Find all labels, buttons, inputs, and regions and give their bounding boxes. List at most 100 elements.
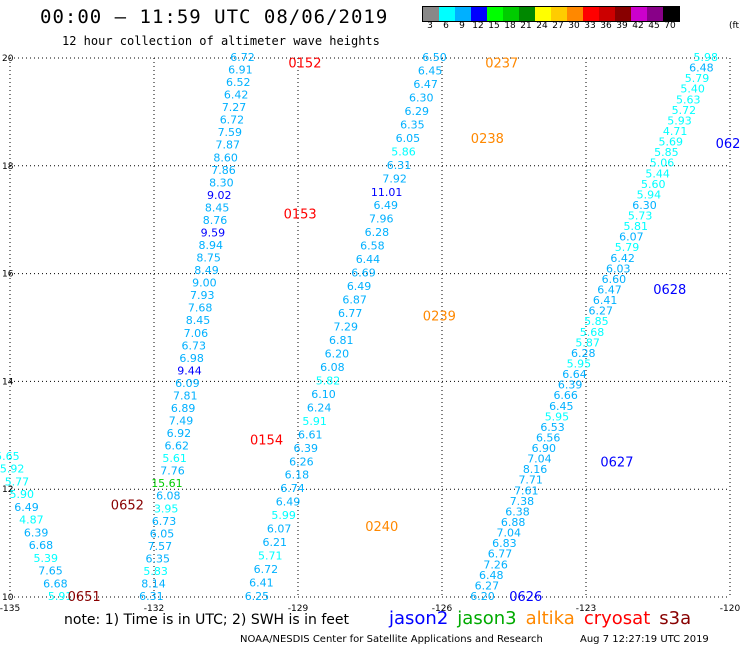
wave-height-label: 8.94 — [198, 239, 223, 252]
color-swatch-12 — [471, 7, 487, 21]
wave-height-label: 6.61 — [298, 428, 323, 441]
wave-height-label: 6.72 — [230, 51, 255, 64]
wave-height-label: 6.30 — [409, 91, 434, 104]
wave-height-label: 6.90 — [532, 442, 557, 455]
wave-height-label: 5.39 — [34, 552, 59, 565]
wave-height-label: 6.41 — [593, 294, 618, 307]
wave-height-label: 6.87 — [342, 294, 367, 307]
wave-height-label: 5.65 — [0, 450, 20, 463]
wave-height-label: 6.68 — [29, 539, 54, 552]
wave-height-label: 7.81 — [173, 389, 198, 402]
color-swatch-30 — [567, 7, 583, 21]
wave-height-label: 6.56 — [536, 431, 561, 444]
lat-tick-label: 16 — [2, 270, 14, 280]
color-swatch-18 — [503, 7, 519, 21]
wave-height-label: 8.45 — [205, 201, 230, 214]
color-scale-label: 3 — [427, 21, 433, 31]
lat-tick-label: 14 — [2, 377, 14, 387]
credit-text: NOAA/NESDIS Center for Satellite Applica… — [240, 634, 543, 645]
wave-height-label: 15.61 — [151, 477, 183, 490]
wave-height-label: 6.35 — [400, 118, 425, 131]
wave-height-label: 6.27 — [475, 579, 500, 592]
color-scale-label: 39 — [616, 21, 628, 31]
wave-height-label: 7.92 — [382, 172, 407, 185]
wave-height-label: 9.44 — [177, 364, 202, 377]
wave-height-label: 7.93 — [190, 289, 215, 302]
wave-height-label: 6.44 — [356, 253, 381, 266]
wave-height-label: 8.45 — [186, 314, 211, 327]
color-swatch-42 — [631, 7, 647, 21]
pass-time-label: 0240 — [365, 520, 398, 535]
wave-height-label: 6.39 — [294, 442, 319, 455]
wave-height-label: 6.49 — [347, 280, 372, 293]
color-swatch-15 — [487, 7, 503, 21]
color-swatch-39 — [615, 7, 631, 21]
color-scale-label: 9 — [459, 21, 465, 31]
color-scale-label: 27 — [552, 21, 564, 31]
wave-height-label: 6.98 — [179, 352, 204, 365]
wave-height-label: 5.90 — [10, 488, 35, 501]
pass-time-label: 0238 — [471, 132, 504, 147]
pass-time-label: 0627 — [600, 455, 633, 470]
color-swatch-70 — [663, 7, 679, 21]
wave-height-label: 6.52 — [226, 76, 251, 89]
wave-height-label: 7.86 — [211, 164, 236, 177]
color-swatch-21 — [519, 7, 535, 21]
wave-height-label: 5.94 — [637, 188, 662, 201]
lat-tick-label: 20 — [2, 54, 14, 64]
wave-height-label: 6.60 — [602, 273, 627, 286]
wave-height-label: 5.79 — [685, 72, 710, 85]
wave-height-label: 5.61 — [162, 452, 187, 465]
wave-height-label: 7.29 — [334, 321, 359, 334]
wave-height-label: 5.06 — [650, 157, 675, 170]
wave-height-label: 5.95 — [567, 357, 592, 370]
pass-time-label: 0652 — [111, 498, 144, 513]
wave-height-label: 5.79 — [615, 241, 640, 254]
lon-tick-label: -126 — [432, 604, 453, 614]
wave-height-label: 7.96 — [369, 213, 394, 226]
lon-tick-label: -123 — [576, 604, 596, 614]
legend-altika: altika — [525, 608, 575, 629]
wave-height-label: 6.07 — [619, 231, 644, 244]
wave-height-label: 6.03 — [606, 262, 631, 275]
pass-time-label: 0237 — [485, 56, 518, 71]
wave-height-label: 6.49 — [373, 199, 398, 212]
wave-height-label: 6.50 — [422, 51, 447, 64]
wave-height-label: 5.71 — [258, 550, 283, 563]
wave-height-label: 4.71 — [663, 125, 688, 138]
wave-height-label: 7.76 — [160, 465, 185, 478]
wave-height-label: 6.31 — [387, 159, 412, 172]
wave-height-label: 6.05 — [396, 132, 421, 145]
lon-tick-label: -135 — [0, 604, 20, 614]
wave-height-label: 6.73 — [152, 515, 177, 528]
wave-height-label: 5.63 — [676, 93, 701, 106]
wave-height-label: 5.91 — [48, 590, 73, 603]
wave-height-label: 6.73 — [182, 339, 207, 352]
pass-time-label: 0651 — [68, 590, 101, 605]
lon-tick-label: -120 — [720, 604, 740, 614]
wave-height-label: 6.42 — [610, 252, 635, 265]
legend-s3a: s3a — [659, 608, 692, 629]
color-swatch-3 — [423, 7, 439, 21]
wave-height-label: 7.27 — [222, 101, 247, 114]
wave-height-label: 6.81 — [329, 334, 354, 347]
wave-height-label: 6.25 — [245, 590, 270, 603]
wave-height-label: 6.72 — [220, 114, 245, 127]
wave-height-label: 6.35 — [145, 552, 170, 565]
wave-height-label: 6.72 — [254, 563, 279, 576]
lat-tick-label: 12 — [2, 485, 13, 495]
wave-height-label: 7.26 — [483, 558, 508, 571]
wave-height-label: 7.71 — [518, 474, 543, 487]
generated-timestamp: Aug 7 12:27:19 UTC 2019 — [580, 634, 709, 645]
pass-time-label: 0153 — [284, 207, 317, 222]
wave-height-label: 5.68 — [580, 326, 605, 339]
wave-height-label: 5.72 — [672, 104, 697, 117]
wave-height-label: 6.18 — [285, 469, 310, 482]
wave-height-label: 9.02 — [207, 189, 232, 202]
lon-tick-label: -129 — [288, 604, 309, 614]
map-title: 00:00 – 11:59 UTC 08/06/2019 — [40, 6, 389, 28]
wave-height-label: 6.08 — [320, 361, 345, 374]
color-scale-label: 24 — [536, 21, 548, 31]
color-scale-label: 33 — [584, 21, 596, 31]
color-scale-label: 70 — [664, 21, 676, 31]
